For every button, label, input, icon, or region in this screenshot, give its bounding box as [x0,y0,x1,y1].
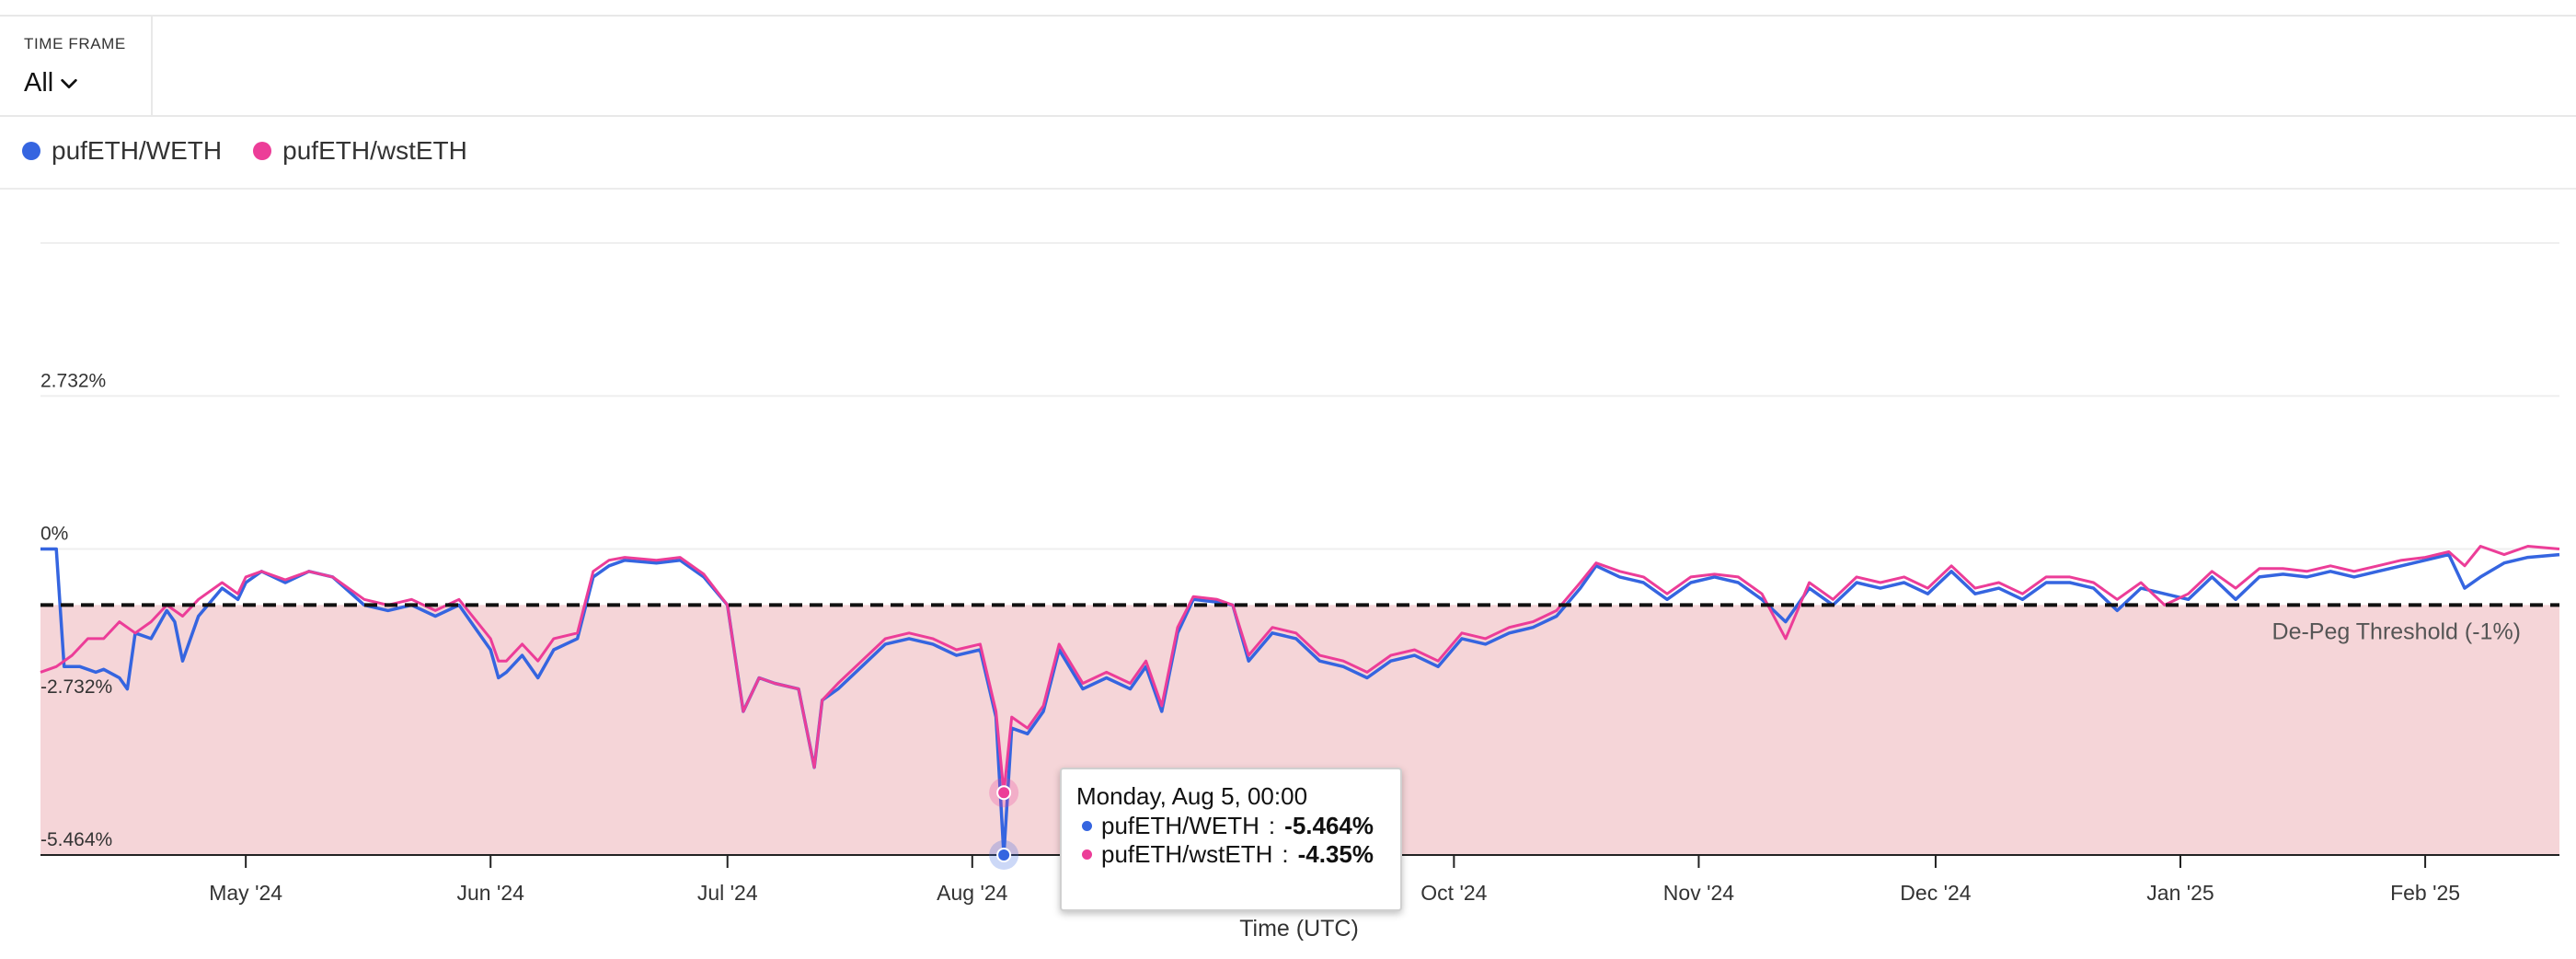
time-frame-value: All [24,68,54,98]
x-tick-label: Jul '24 [697,881,758,905]
depeg-threshold-label: De-Peg Threshold (-1%) [2272,618,2521,644]
y-tick-label: -5.464% [40,829,112,850]
chart-legend: pufETH/WETH pufETH/wstETH [22,136,467,166]
y-tick-label: 0% [40,524,68,545]
tooltip-row-wsteth: pufETH/wstETH: -4.35% [1082,840,1374,869]
legend-item-pufeth-wsteth[interactable]: pufETH/wstETH [253,136,467,166]
y-tick-label: -2.732% [40,676,112,698]
tooltip-series-value: -5.464% [1284,812,1374,839]
top-divider [0,15,2576,17]
tooltip-series-value: -4.35% [1297,840,1374,868]
legend-dot-wsteth [253,142,272,160]
chevron-down-icon [61,78,77,88]
time-frame-label: TIME FRAME [24,35,126,52]
legend-item-pufeth-weth[interactable]: pufETH/WETH [22,136,222,166]
tooltip-row-weth: pufETH/WETH: -5.464% [1082,812,1374,840]
legend-label: pufETH/wstETH [282,136,467,165]
chart-tooltip: Monday, Aug 5, 00:00 pufETH/WETH: -5.464… [1060,768,1402,911]
header-divider [0,115,2576,117]
x-axis-title: Time (UTC) [1239,916,1359,942]
x-tick-label: Jan '25 [2146,881,2214,905]
x-tick-label: Feb '25 [2390,881,2460,905]
tooltip-series-name: pufETH/WETH [1101,812,1259,839]
y-tick-label: 2.732% [40,370,106,391]
tooltip-dot [1082,849,1092,860]
series-line-pufeth-wsteth [40,545,2560,794]
x-tick-label: Oct '24 [1420,881,1487,905]
tooltip-series-name: pufETH/wstETH [1101,840,1273,868]
legend-dot-weth [22,142,40,160]
x-tick-label: May '24 [209,881,282,905]
legend-label: pufETH/WETH [52,136,223,165]
legend-divider [0,188,2576,190]
x-tick-label: Jun '24 [457,881,525,905]
x-tick-label: Nov '24 [1663,881,1734,905]
hover-point-wsteth [996,785,1012,801]
time-frame-panel [0,17,153,115]
tooltip-title: Monday, Aug 5, 00:00 [1076,782,1308,810]
series-line-pufeth-weth [40,547,2560,857]
hover-point-weth [996,848,1012,862]
tooltip-dot [1082,821,1092,831]
x-tick-label: Dec '24 [1900,881,1971,905]
x-tick-label: Aug '24 [937,881,1007,905]
time-frame-select[interactable]: All [24,68,79,98]
